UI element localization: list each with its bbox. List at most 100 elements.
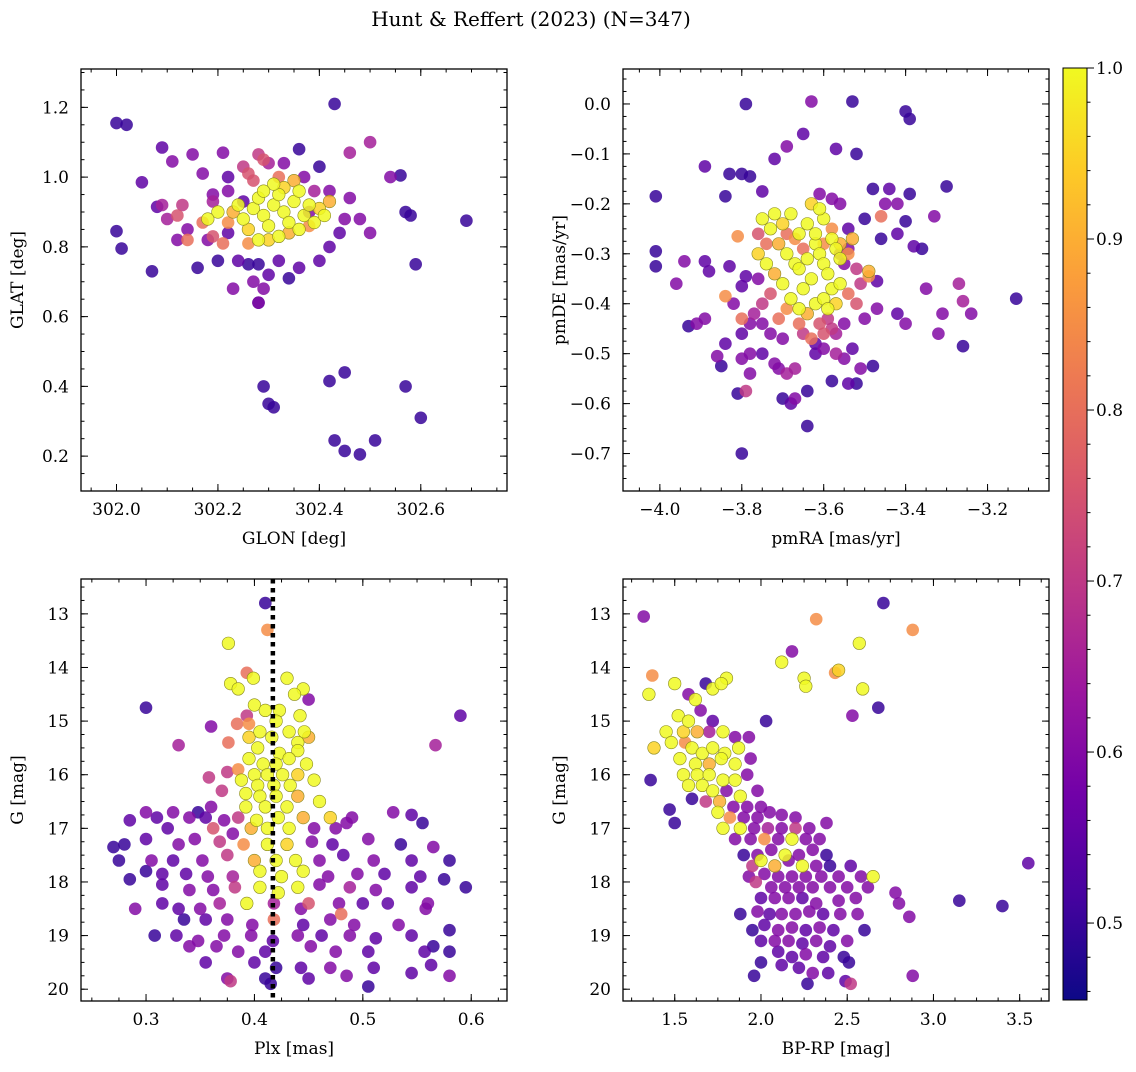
scatter-point [747,822,761,835]
scatter-point [337,848,350,862]
scatter-point [805,332,818,346]
scatter-point [418,945,431,958]
scatter-point [294,961,308,975]
scatter-point [356,897,370,910]
scatter-point [751,272,765,286]
scatter-point [702,725,716,739]
scatter-point [743,367,757,380]
scatter-point [282,751,296,766]
scatter-point [731,741,746,755]
scatter-point [799,948,813,961]
scatter-point [247,275,260,289]
scatter-point [758,918,771,932]
scatter-point [437,873,451,886]
scatter-point [328,434,341,447]
colorbar-gradient [1062,67,1088,1001]
scatter-point [338,444,352,458]
scatter-point [844,859,857,873]
y-tick-label: 0.8 [42,238,69,258]
scatter-point [150,811,164,824]
scatter-point [386,806,400,819]
scatter-point [424,958,438,972]
scatter-point [332,897,346,910]
x-tick-label: 3.0 [920,1010,947,1030]
scatter-point [308,184,321,198]
scatter-point [664,735,678,750]
scatter-point [369,932,383,945]
scatter-point [792,848,806,862]
scatter-point [735,327,749,341]
scatter-point [381,897,395,910]
scatter-point [112,854,126,867]
scatter-point [347,918,361,932]
scatter-point [728,757,742,771]
scatter-point [723,811,737,824]
scatter-point [234,773,248,787]
axes-frame [622,578,1050,1002]
x-tick-label: 3.5 [1006,1010,1033,1030]
scatter-point [193,902,207,916]
x-axis-label: pmRA [mas/yr] [771,529,900,549]
scatter-point [829,347,843,361]
scatter-point [292,184,306,198]
figure-title: Hunt & Reffert (2023) (N=347) [371,7,691,31]
scatter-point [751,227,765,241]
scatter-point [813,187,826,201]
scatter-point [799,832,813,846]
scatter-point [735,312,749,326]
scatter-point [172,902,185,916]
scatter-point [139,806,153,819]
scatter-point [728,773,742,787]
scatter-point [215,784,229,798]
scatter-point [763,907,776,921]
scatter-point [789,822,802,835]
scatter-point [727,800,740,814]
scatter-point [792,227,806,241]
scatter-point [754,853,768,868]
scatter-point [222,736,235,749]
scatter-point [110,224,123,238]
scatter-point [714,751,728,766]
scatter-point [733,821,747,835]
scatter-point [671,709,685,723]
scatter-point [903,112,916,126]
scatter-point [188,832,202,846]
scatter-point [282,215,296,230]
scatter-point [394,169,407,182]
scatter-point [846,342,859,356]
scatter-point [201,212,215,226]
axes-frame [622,68,1050,492]
scatter-point [806,843,819,857]
scatter-point [226,282,240,296]
scatter-point [221,636,235,650]
scatter-point [292,222,306,236]
scatter-point [720,784,733,798]
scatter-point [785,870,799,883]
scatter-point [743,347,757,361]
scatter-point [785,832,799,846]
scatter-point [768,934,782,948]
scatter-point [443,945,456,958]
scatter-point [854,362,867,375]
scatter-point [809,859,823,873]
scatter-point [414,870,427,883]
scatter-point [293,709,307,723]
scatter-point [216,146,230,159]
scatter-point [637,610,650,623]
scatter-point [892,897,906,910]
scatter-point [719,190,732,203]
scatter-point [744,752,757,765]
scatter-point [399,380,412,393]
scatter-point [964,307,978,321]
scatter-point [842,956,856,969]
scatter-point [161,822,174,835]
scatter-point [323,374,336,388]
scatter-point [842,287,855,301]
scatter-point [996,899,1009,913]
scatter-point [139,832,153,846]
scatter-point [771,923,785,937]
scatter-point [183,883,196,897]
scatter-point [287,687,302,701]
scatter-point [759,257,774,271]
scatter-point [809,612,823,626]
